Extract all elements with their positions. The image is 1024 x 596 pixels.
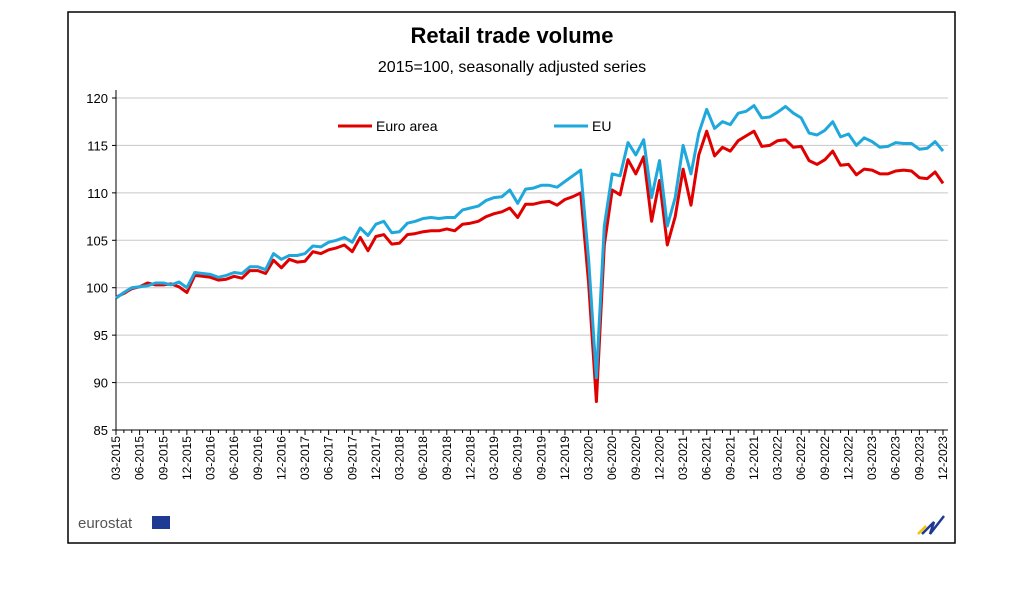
series-line [115,129,945,403]
x-tick-label: 09-2018 [440,436,454,480]
chart-subtitle: 2015=100, seasonally adjusted series [378,59,646,76]
x-tick-label: 06-2020 [605,436,619,480]
x-tick-label: 12-2022 [841,436,855,480]
y-tick-label: 105 [86,233,108,248]
x-tick-label: 12-2016 [274,436,288,480]
x-tick-label: 06-2017 [322,436,336,480]
x-tick-label: 03-2023 [865,436,879,480]
logo-mark [921,515,945,535]
y-tick-label: 90 [94,376,108,391]
x-tick-label: 03-2021 [676,436,690,480]
y-tick-label: 95 [94,328,108,343]
x-tick-label: 06-2023 [889,436,903,480]
x-tick-label: 03-2016 [204,436,218,480]
x-tick-label: 12-2018 [463,436,477,480]
x-tick-label: 03-2022 [771,436,785,480]
eurostat-logo: eurostat [78,515,170,532]
series-line [115,104,945,380]
y-tick-label: 85 [94,423,108,438]
x-tick-label: 03-2020 [582,436,596,480]
legend-label: Euro area [376,118,438,134]
x-tick-label: 03-2019 [487,436,501,480]
x-tick-label: 09-2019 [534,436,548,480]
x-tick-label: 09-2015 [156,436,170,480]
x-tick-label: 03-2015 [109,436,123,480]
chart-title: Retail trade volume [411,23,614,48]
x-tick-label: 03-2017 [298,436,312,480]
legend-label: EU [592,118,611,134]
x-tick-label: 06-2016 [227,436,241,480]
x-tick-label: 09-2022 [818,436,832,480]
x-tick-label: 12-2017 [369,436,383,480]
logo-mark-yellow [917,525,927,535]
y-tick-label: 100 [86,281,108,296]
x-tick-label: 09-2023 [912,436,926,480]
x-tick-label: 09-2016 [251,436,265,480]
x-tick-label: 12-2015 [180,436,194,480]
x-tick-label: 09-2017 [345,436,359,480]
x-tick-label: 06-2015 [133,436,147,480]
y-tick-label: 115 [87,138,108,153]
x-tick-label: 06-2022 [794,436,808,480]
x-tick-label: 12-2020 [652,436,666,480]
x-tick-label: 06-2021 [700,436,714,480]
x-tick-label: 09-2021 [723,436,737,480]
eu-flag [152,516,170,529]
x-tick-label: 09-2020 [629,436,643,480]
y-tick-label: 120 [86,91,108,106]
x-tick-label: 03-2018 [393,436,407,480]
logo-text: eurostat [78,515,133,532]
x-tick-label: 12-2019 [558,436,572,480]
x-tick-label: 06-2018 [416,436,430,480]
y-tick-label: 110 [87,186,108,201]
x-tick-label: 12-2021 [747,436,761,480]
x-tick-label: 06-2019 [511,436,525,480]
x-tick-label: 12-2023 [936,436,950,480]
